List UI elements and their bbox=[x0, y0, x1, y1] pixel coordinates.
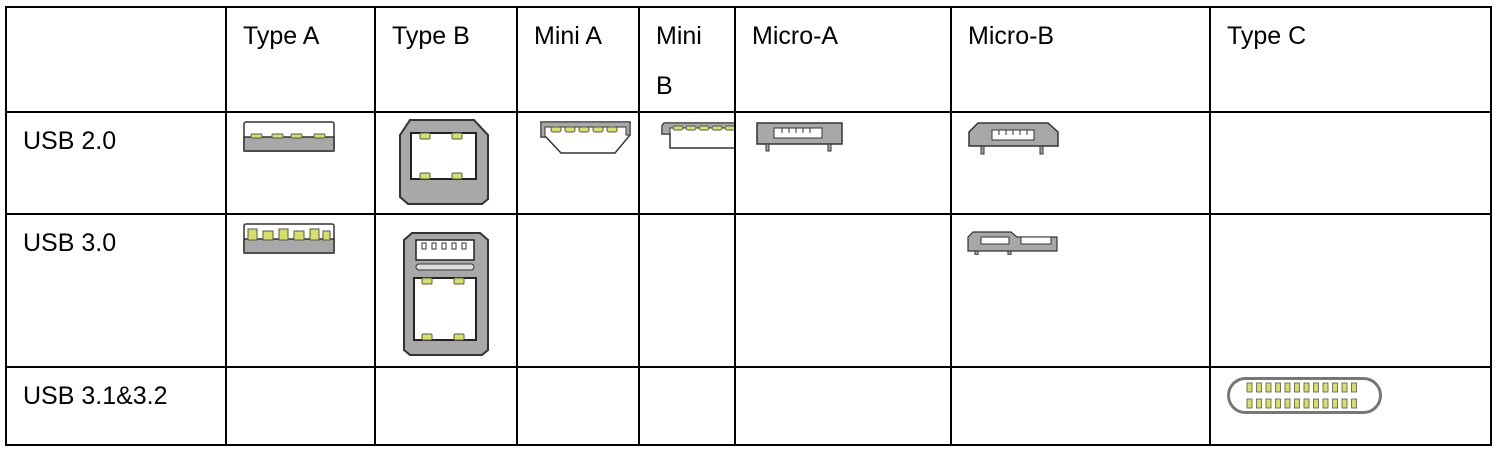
empty-cell bbox=[225, 366, 376, 446]
usb2-micro-a-cell bbox=[734, 111, 952, 215]
table-row: USB 3.0 bbox=[5, 213, 1492, 368]
type-c-pin bbox=[1332, 382, 1338, 393]
usb2-mini-b-cell bbox=[638, 111, 736, 215]
header-empty bbox=[5, 6, 227, 113]
type-c-pin bbox=[1313, 398, 1319, 409]
empty-cell bbox=[1209, 111, 1492, 215]
type-c-pin bbox=[1322, 398, 1329, 409]
type-c-pin bbox=[1265, 382, 1272, 393]
usb-connector-table: Type A Type B Mini A Mini B Micro-A Micr… bbox=[5, 6, 1492, 446]
type-c-pin bbox=[1275, 382, 1281, 393]
header-type-b: Type B bbox=[374, 6, 518, 113]
header-type-c: Type C bbox=[1209, 6, 1492, 113]
type-c-pin bbox=[1341, 382, 1348, 393]
row-label: USB 3.1&3.2 bbox=[5, 366, 227, 446]
row-label: USB 3.0 bbox=[5, 213, 227, 368]
type-c-pin bbox=[1294, 398, 1300, 409]
usb2-micro-b-cell bbox=[950, 111, 1211, 215]
type-c-pin bbox=[1256, 398, 1262, 409]
empty-cell bbox=[1209, 213, 1492, 368]
empty-cell bbox=[638, 366, 736, 446]
type-c-pin bbox=[1256, 382, 1262, 393]
type-c-pin bbox=[1303, 382, 1310, 393]
table-row: USB 2.0 bbox=[5, 111, 1492, 215]
empty-cell bbox=[516, 366, 640, 446]
type-c-pin bbox=[1246, 398, 1253, 409]
header-row: Type A Type B Mini A Mini B Micro-A Micr… bbox=[5, 6, 1492, 113]
empty-cell bbox=[734, 366, 952, 446]
empty-cell bbox=[516, 213, 640, 368]
usb2-micro-a-icon bbox=[756, 122, 843, 152]
header-type-a: Type A bbox=[225, 6, 376, 113]
usb-type-c-icon bbox=[1227, 377, 1382, 414]
type-c-pin bbox=[1246, 382, 1253, 393]
usb2-type-b-cell bbox=[374, 111, 518, 215]
usb2-mini-a-icon bbox=[540, 121, 631, 154]
usb3-micro-b-cell bbox=[950, 213, 1211, 368]
usb3-type-a-icon bbox=[243, 223, 335, 254]
usb2-mini-b-icon bbox=[661, 122, 733, 149]
type-c-pin bbox=[1275, 398, 1281, 409]
usb3-micro-b-icon bbox=[967, 231, 1058, 255]
header-micro-a: Micro-A bbox=[734, 6, 952, 113]
type-c-pin bbox=[1351, 382, 1357, 393]
type-c-pin bbox=[1265, 398, 1272, 409]
header-mini-b: Mini B bbox=[638, 6, 736, 113]
type-c-pin bbox=[1341, 398, 1348, 409]
empty-cell bbox=[950, 366, 1211, 446]
usb3-type-a-cell bbox=[225, 213, 376, 368]
type-c-pin bbox=[1322, 382, 1329, 393]
usb3-type-b-cell bbox=[374, 213, 518, 368]
usb2-type-b-icon bbox=[399, 119, 489, 205]
type-c-pin bbox=[1284, 398, 1291, 409]
header-micro-b: Micro-B bbox=[950, 6, 1211, 113]
empty-cell bbox=[638, 213, 736, 368]
type-c-pin bbox=[1313, 382, 1319, 393]
usb2-type-a-cell bbox=[225, 111, 376, 215]
type-c-pin bbox=[1303, 398, 1310, 409]
usb2-micro-b-icon bbox=[968, 122, 1059, 155]
type-c-pin bbox=[1332, 398, 1338, 409]
row-label: USB 2.0 bbox=[5, 111, 227, 215]
table-row: USB 3.1&3.2 bbox=[5, 366, 1492, 446]
usb3-type-b-icon bbox=[403, 232, 489, 356]
empty-cell bbox=[734, 213, 952, 368]
type-c-pin bbox=[1284, 382, 1291, 393]
empty-cell bbox=[374, 366, 518, 446]
usb2-mini-a-cell bbox=[516, 111, 640, 215]
type-c-pin bbox=[1294, 382, 1300, 393]
usb2-type-a-icon bbox=[243, 121, 335, 152]
type-c-pin bbox=[1351, 398, 1357, 409]
usb-type-c-cell bbox=[1209, 366, 1492, 446]
header-mini-a: Mini A bbox=[516, 6, 640, 113]
